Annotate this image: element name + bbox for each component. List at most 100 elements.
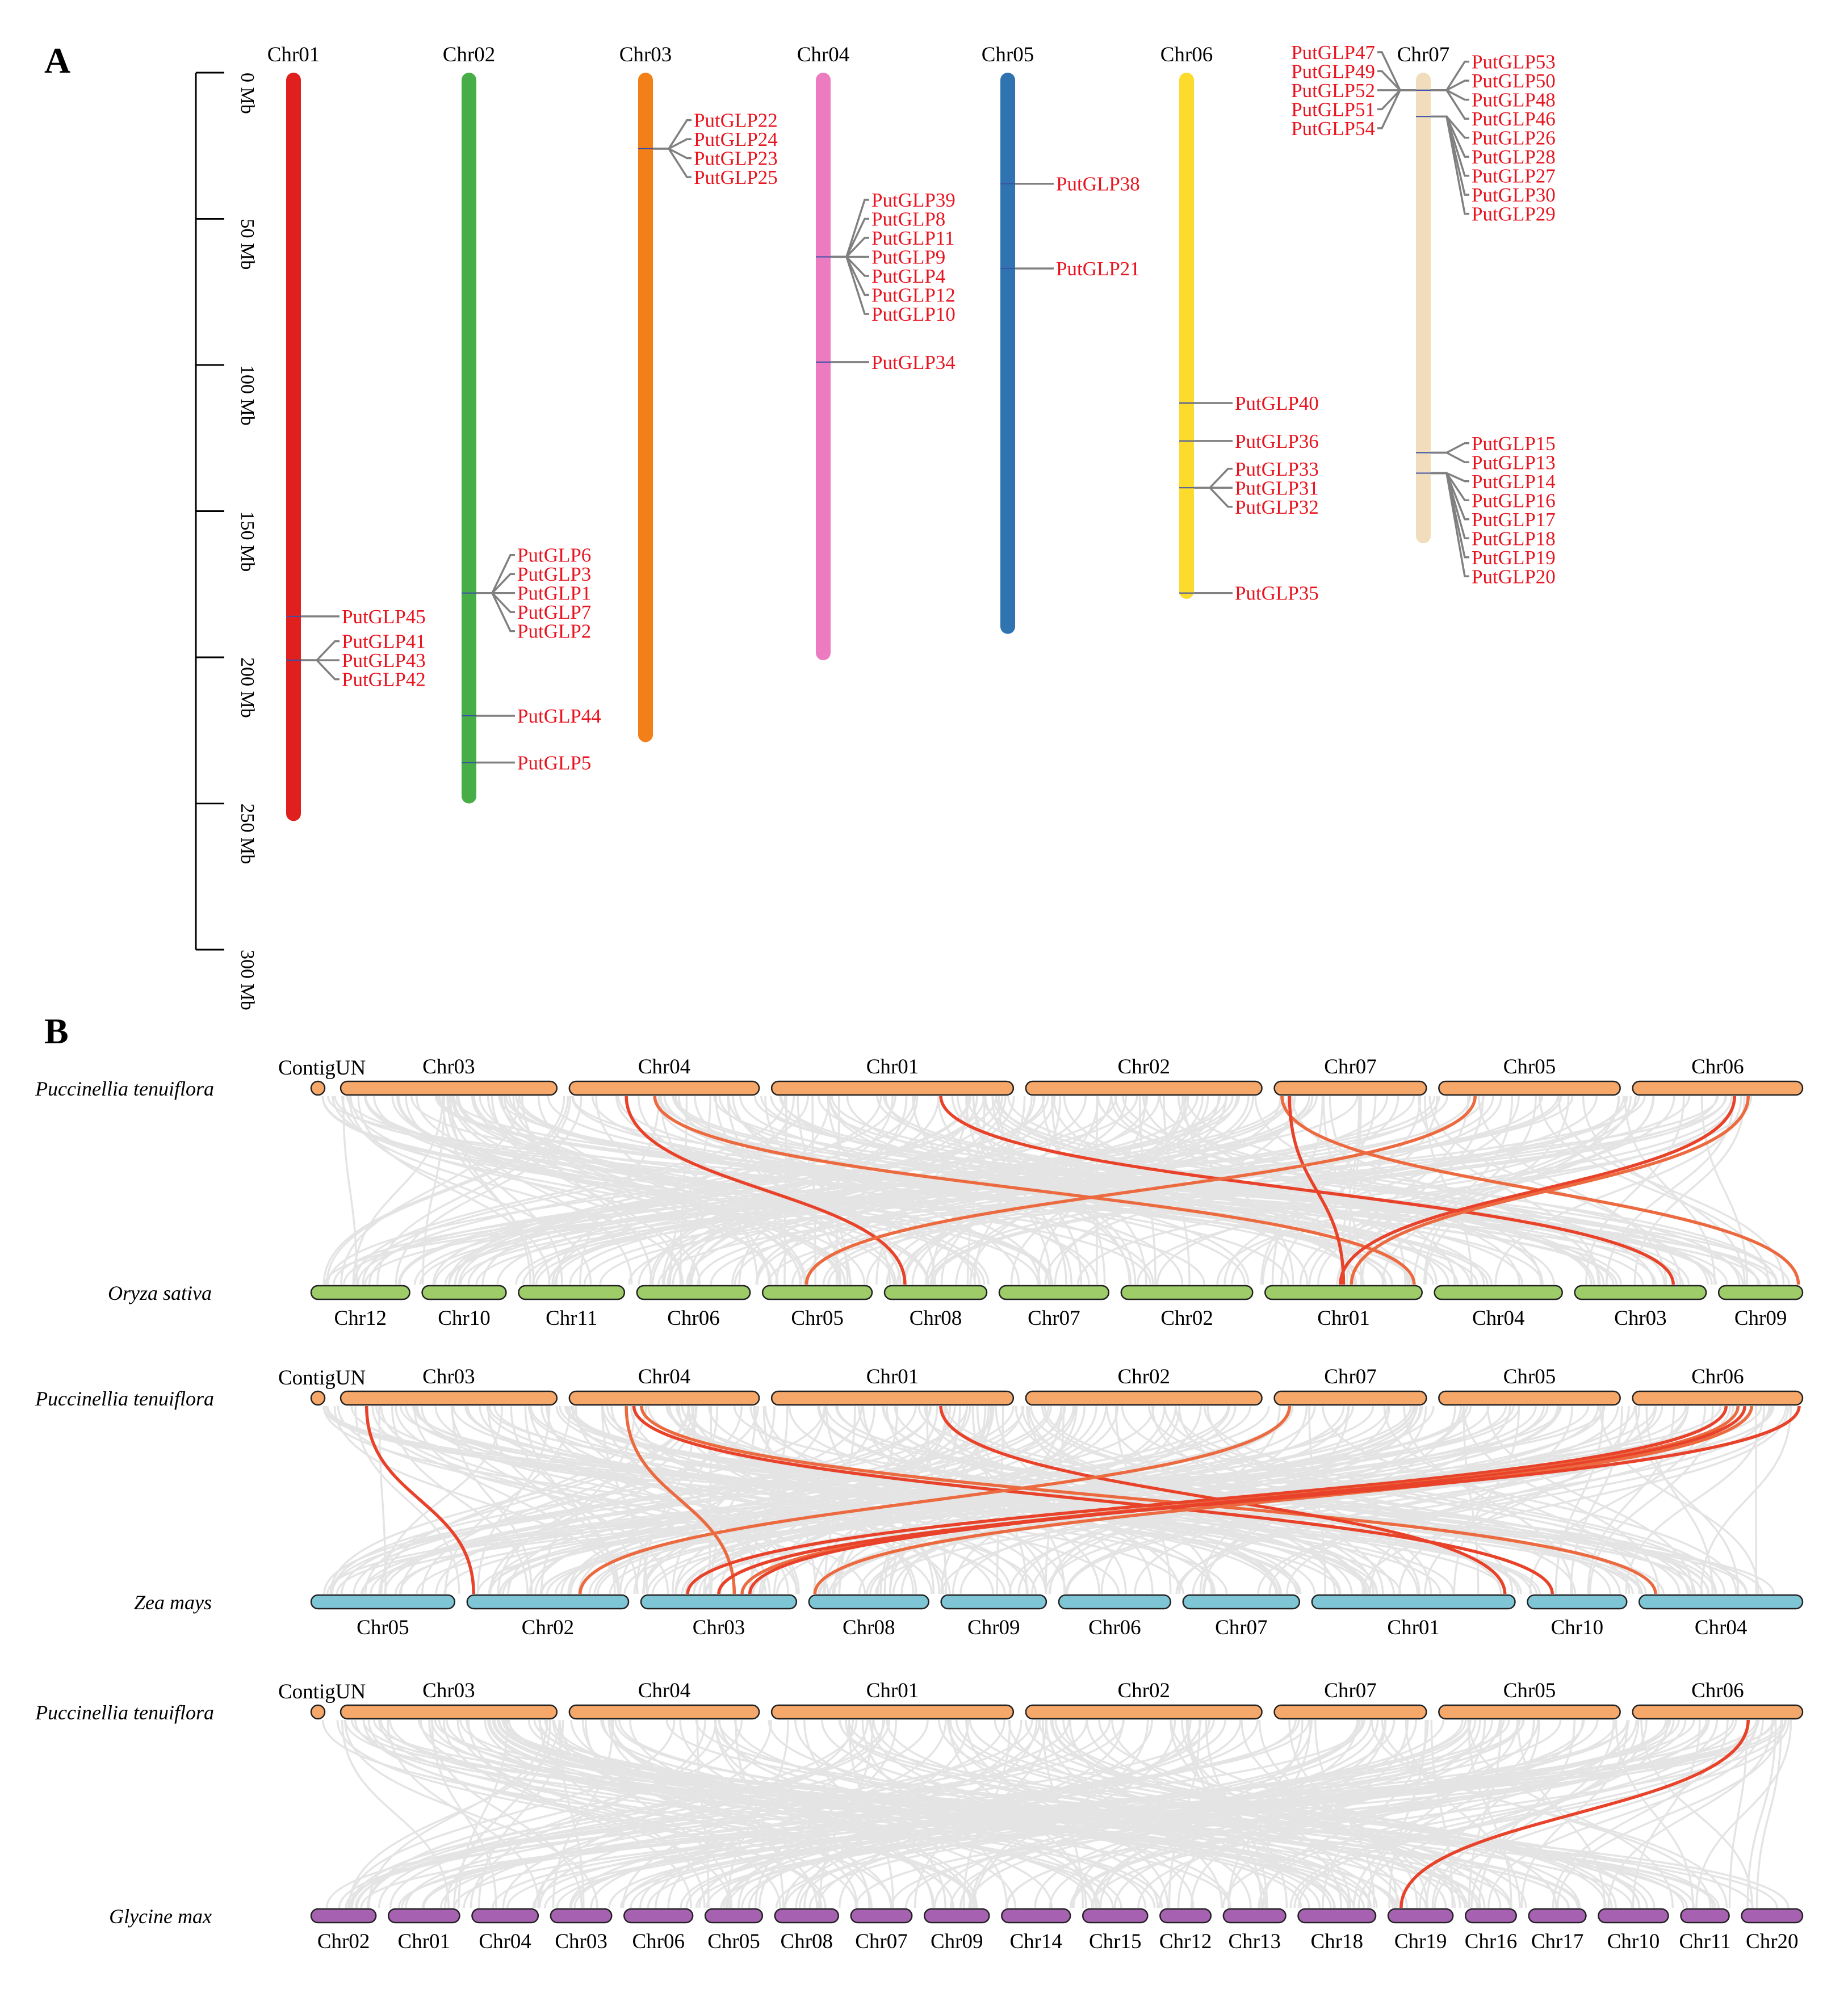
chromosome-bar — [1000, 73, 1015, 634]
gene-label: PutGLP5 — [517, 752, 591, 774]
axis-tick-label: 250 Mb — [237, 804, 258, 865]
background-link — [1044, 1405, 1619, 1594]
bottom-chromosome-label: Chr12 — [1159, 1930, 1212, 1953]
bottom-chromosome-label: Chr02 — [317, 1930, 370, 1953]
background-link — [1050, 1719, 1486, 1908]
bottom-chromosome-label: Chr05 — [791, 1307, 844, 1330]
chromosome-label: Chr07 — [1397, 43, 1450, 66]
bottom-chromosome-bar — [636, 1285, 751, 1300]
background-link — [1746, 1719, 1777, 1908]
background-link — [570, 1719, 1053, 1908]
top-chromosome-label: Chr02 — [1117, 1055, 1170, 1079]
top-chromosome-label: Chr02 — [1117, 1679, 1170, 1702]
background-link — [378, 1405, 1025, 1594]
background-link — [1554, 1405, 1604, 1594]
gene-label: PutGLP42 — [342, 669, 426, 691]
bottom-chromosome-label: Chr03 — [555, 1930, 607, 1953]
gene-label: PutGLP53 — [1472, 51, 1556, 73]
background-link — [688, 1096, 894, 1285]
bottom-chromosome-label: Chr08 — [781, 1930, 833, 1953]
top-chromosome-contigun — [310, 1704, 326, 1720]
background-link — [848, 1719, 1715, 1908]
bottom-chromosome-label: Chr07 — [855, 1930, 908, 1953]
background-link — [1297, 1719, 1759, 1908]
bottom-chromosome-bar — [1222, 1908, 1287, 1924]
bottom-chromosome-label: Chr15 — [1089, 1930, 1142, 1953]
top-chromosome-label: Chr01 — [866, 1679, 919, 1702]
background-link — [1170, 1719, 1558, 1908]
background-link — [1223, 1096, 1520, 1285]
background-link — [487, 1405, 621, 1594]
background-link — [1633, 1096, 1746, 1285]
bottom-chromosome-label: Chr16 — [1465, 1930, 1518, 1953]
top-chromosome-label: Chr04 — [638, 1365, 691, 1388]
background-link — [719, 1405, 951, 1594]
top-chromosome-contigun — [310, 1390, 326, 1406]
bottom-chromosome-label: Chr14 — [1010, 1930, 1063, 1953]
background-link — [883, 1405, 961, 1594]
top-chromosome-bar — [770, 1080, 1015, 1096]
chromosome-bar — [638, 73, 653, 742]
gene-label: PutGLP52 — [1291, 79, 1375, 102]
bottom-chromosome-bar — [1182, 1594, 1301, 1610]
background-link — [375, 1405, 1185, 1594]
bottom-chromosome-label: Chr04 — [479, 1930, 531, 1953]
gene-label: PutGLP29 — [1472, 203, 1556, 225]
background-link — [534, 1719, 854, 1908]
background-link — [1645, 1405, 1714, 1594]
bottom-chromosome-label: Chr11 — [1679, 1930, 1730, 1953]
bottom-chromosome-bar — [1387, 1908, 1454, 1924]
bottom-chromosome-bar — [623, 1908, 694, 1924]
gene-label: PutGLP33 — [1235, 458, 1319, 480]
background-link — [1142, 1096, 1520, 1285]
gene-label: PutGLP40 — [1235, 392, 1319, 414]
bottom-chromosome-bar — [808, 1594, 929, 1610]
top-chromosome-bar — [1273, 1080, 1427, 1096]
chromosome-label: Chr02 — [443, 43, 496, 66]
background-link — [341, 1405, 917, 1594]
gene-leader-line — [1377, 89, 1416, 129]
gene-leader-line — [831, 255, 869, 315]
panel-label-a: A — [44, 40, 70, 81]
background-link — [419, 1096, 1436, 1285]
top-chromosome-label: Chr02 — [1117, 1365, 1170, 1388]
gene-label: PutGLP44 — [517, 705, 601, 727]
background-link — [1110, 1096, 1544, 1285]
background-link — [445, 1719, 1231, 1908]
bottom-chromosome-bar — [518, 1285, 626, 1300]
top-chromosome-label: Chr07 — [1324, 1055, 1377, 1079]
gene-label: PutGLP3 — [517, 563, 591, 585]
top-chromosome-label: Chr03 — [422, 1365, 475, 1388]
background-link — [1467, 1719, 1512, 1908]
background-link — [1635, 1405, 1740, 1594]
gene-leader-line — [1431, 115, 1469, 177]
syntenic-gene-link — [1350, 1096, 1750, 1285]
background-link — [321, 1719, 976, 1908]
synteny-zea-mays: Puccinellia tenuiflora ContigUN Chr03 Chr04… — [35, 1365, 1804, 1639]
background-link — [324, 1096, 1719, 1285]
top-chromosome-label: Chr05 — [1503, 1055, 1556, 1079]
bottom-chromosome-bar — [550, 1908, 613, 1924]
background-collinear-links — [321, 1719, 1792, 1908]
background-link — [738, 1096, 908, 1285]
top-chromosome-bar — [568, 1704, 760, 1720]
background-link — [380, 1405, 798, 1594]
gene-label: PutGLP6 — [517, 544, 591, 567]
bottom-chromosome-label: Chr02 — [1160, 1307, 1213, 1330]
chromosome-label: Chr03 — [619, 43, 672, 66]
bottom-chromosome-label: Chr12 — [334, 1307, 387, 1330]
background-link — [1024, 1719, 1607, 1908]
background-link — [1192, 1405, 1657, 1594]
background-link — [857, 1405, 1181, 1594]
top-chromosome-label: Chr03 — [422, 1055, 475, 1079]
axis-tick-label: 0 Mb — [237, 73, 258, 114]
syntenic-gene-link — [625, 1405, 736, 1594]
background-link — [1257, 1405, 1787, 1594]
background-link — [710, 1405, 757, 1594]
bottom-chromosome-label: Chr01 — [1387, 1616, 1440, 1639]
top-chromosome-bar — [770, 1390, 1015, 1406]
bottom-chromosome-bar — [1120, 1285, 1254, 1300]
background-link — [1054, 1719, 1641, 1908]
background-link — [367, 1719, 743, 1908]
